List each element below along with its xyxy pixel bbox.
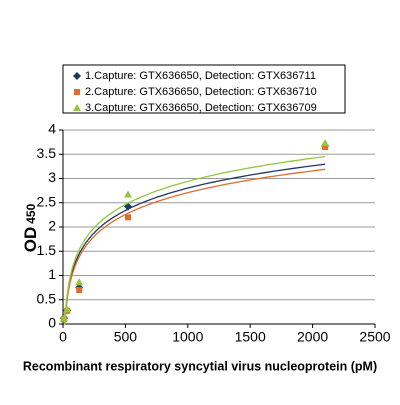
point xyxy=(75,278,84,286)
legend-label: 2.Capture: GTX636650, Detection: GTX6367… xyxy=(85,86,317,98)
point xyxy=(63,305,72,313)
point xyxy=(322,143,329,150)
point xyxy=(73,72,81,80)
x-tick-label: 500 xyxy=(114,329,138,345)
point xyxy=(74,89,80,95)
x-tick-label: 0 xyxy=(59,329,67,345)
x-tick-label: 2000 xyxy=(297,329,328,345)
trend-line xyxy=(64,155,326,325)
y-tick-label: 0 xyxy=(48,315,56,331)
y-tick-label: 1.5 xyxy=(37,242,57,258)
x-tick-label: 1500 xyxy=(235,329,266,345)
point xyxy=(59,314,68,322)
y-tick-label: 2.5 xyxy=(37,193,57,209)
y-tick-label: 4 xyxy=(48,121,56,137)
legend: 1.Capture: GTX636650, Detection: GTX6367… xyxy=(85,70,317,114)
legend-label: 3.Capture: GTX636650, Detection: GTX6367… xyxy=(85,102,317,114)
y-tick-label: 2 xyxy=(48,218,56,234)
x-tick-label: 2500 xyxy=(359,329,390,345)
y-axis-label: OD 450 xyxy=(21,203,40,252)
y-label-main: OD xyxy=(21,227,40,253)
trend-line xyxy=(64,168,326,325)
y-tick-label: 3 xyxy=(48,169,56,185)
point xyxy=(321,139,330,147)
point xyxy=(125,214,132,221)
y-tick-label: 0.5 xyxy=(37,290,57,306)
point xyxy=(73,104,81,111)
y-tick-label: 3.5 xyxy=(37,145,57,161)
x-tick-label: 1000 xyxy=(172,329,203,345)
y-tick-label: 1 xyxy=(48,266,56,282)
y-label-sub: 450 xyxy=(24,203,38,223)
legend-box xyxy=(62,64,346,114)
point xyxy=(76,287,83,294)
x-axis-label: Recombinant respiratory syncytial virus … xyxy=(23,359,377,373)
point xyxy=(124,190,133,198)
legend-label: 1.Capture: GTX636650, Detection: GTX6367… xyxy=(85,70,316,82)
